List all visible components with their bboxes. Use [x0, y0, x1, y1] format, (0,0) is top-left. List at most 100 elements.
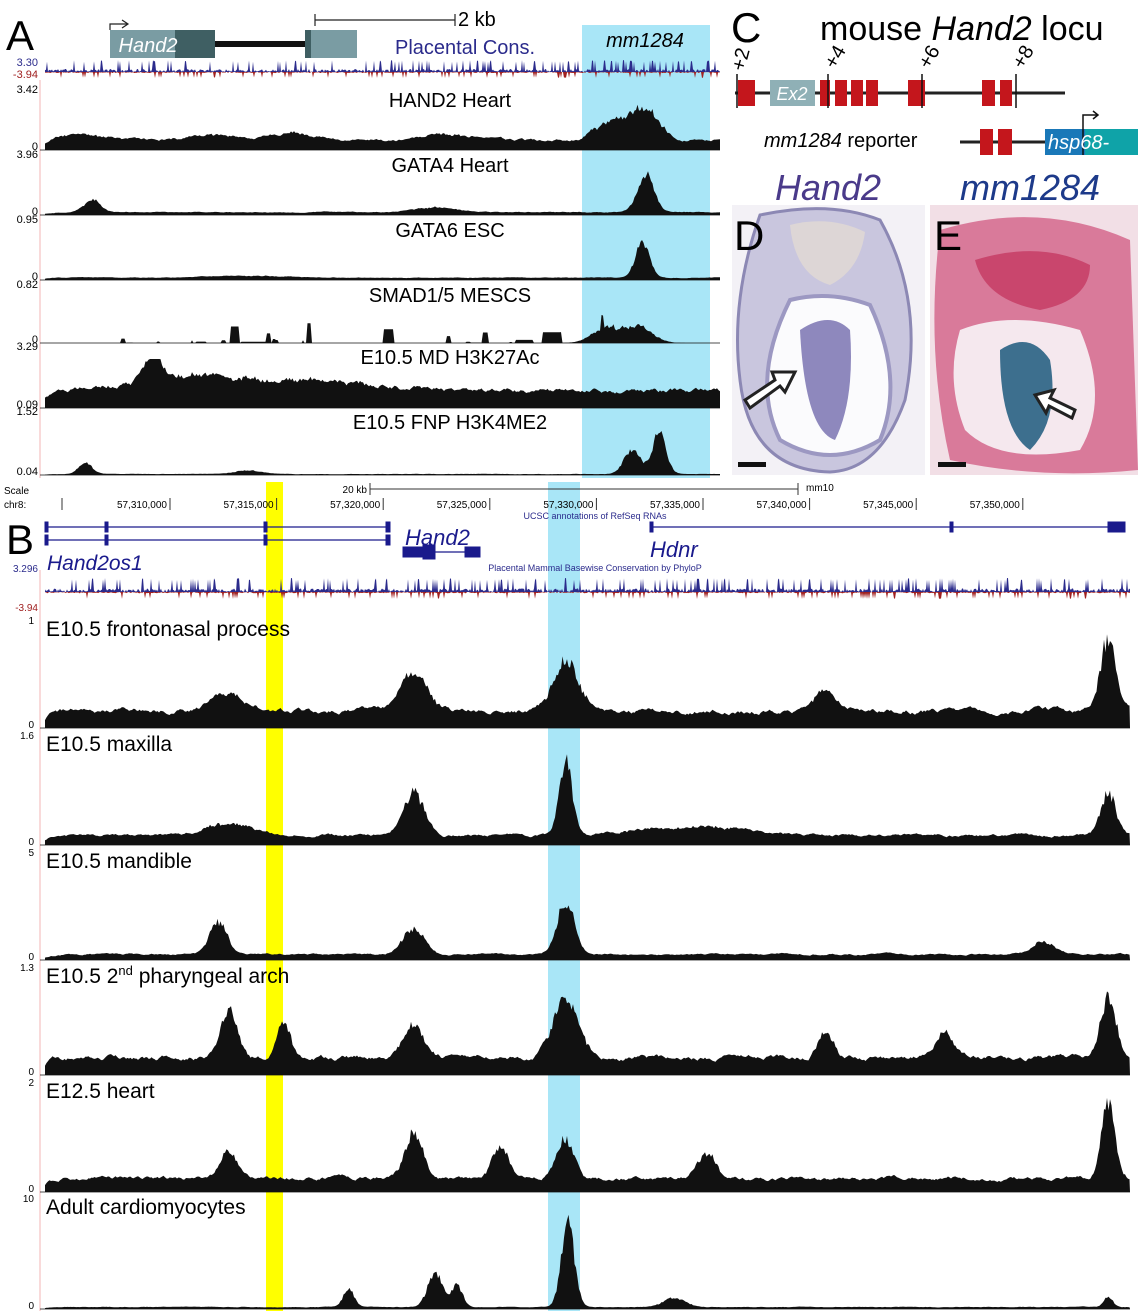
- image-e: E: [930, 205, 1138, 475]
- track-min: 0.04: [17, 466, 38, 478]
- track-name: GATA6 ESC: [395, 220, 504, 242]
- panel-letter: A: [6, 12, 34, 59]
- exon: [305, 30, 357, 58]
- track-max: 1: [28, 616, 34, 627]
- element: [980, 129, 993, 155]
- element: [998, 129, 1012, 155]
- track-name: E10.5 MD H3K27Ac: [361, 347, 540, 369]
- page: A Hand2 2 kb Placental Cons. mm1284 3.30…: [0, 0, 1138, 1311]
- exon: [386, 535, 390, 545]
- gene-label: Hdnr: [650, 537, 699, 562]
- track-max: 0.95: [17, 214, 38, 226]
- image-d: D: [732, 205, 925, 475]
- exon: [264, 535, 267, 545]
- image-title: Hand2: [775, 167, 881, 208]
- track-name: E10.5 maxilla: [46, 733, 172, 756]
- track-name: E12.5 heart: [46, 1080, 155, 1103]
- locus-title: mouse Hand2 locu: [820, 10, 1104, 48]
- panel-letter: D: [734, 212, 764, 259]
- track-name: E10.5 2nd pharyngeal arch: [46, 963, 289, 988]
- reporter-label: mm1284 reporter: [764, 130, 918, 152]
- coordinate-label: 57,340,000: [757, 500, 807, 511]
- intron: [215, 41, 305, 47]
- highlight-label: mm1284: [606, 30, 684, 52]
- element: [982, 80, 995, 106]
- scale-label: Scale: [4, 486, 29, 497]
- coordinate-label: 57,350,000: [970, 500, 1020, 511]
- annotation-label: UCSC annotations of RefSeq RNAs: [523, 511, 667, 521]
- exon: [45, 535, 48, 545]
- exon: [105, 535, 108, 545]
- track-max: 3.42: [17, 84, 38, 96]
- element: [835, 80, 847, 106]
- assembly-label: mm10: [806, 483, 834, 494]
- conservation-label: Placental Cons.: [395, 37, 535, 59]
- exon: [305, 30, 311, 58]
- conservation-label: Placental Mammal Basewise Conservation b…: [488, 563, 702, 573]
- track-name-sup: nd: [118, 963, 132, 978]
- track-name-text: E10.5 mandible: [46, 850, 192, 873]
- promoter-name: hsp: [1048, 132, 1080, 154]
- panel-letter: E: [934, 212, 962, 259]
- coordinate-label: 57,315,000: [224, 500, 274, 511]
- track-name: E10.5 FNP H3K4ME2: [353, 412, 547, 434]
- coordinate-label: 57,310,000: [117, 500, 167, 511]
- exon: [45, 522, 48, 532]
- conservation-min: -3.94: [13, 69, 38, 81]
- title-gene: Hand2: [932, 10, 1032, 48]
- conservation-min: -3.94: [15, 603, 38, 614]
- track-max: 2: [28, 1078, 34, 1089]
- conservation-max: 3.296: [13, 564, 38, 575]
- scale-bar: [938, 462, 966, 467]
- track-min: 0: [28, 952, 34, 963]
- track-min: 0: [28, 720, 34, 731]
- exon: [264, 522, 267, 532]
- scale-label: 20 kb: [343, 485, 368, 496]
- track-name-text: E10.5 frontonasal process: [46, 618, 290, 641]
- track-name-text: E12.5 heart: [46, 1080, 155, 1103]
- track-max: 5: [28, 848, 34, 859]
- track-max: 1.6: [20, 731, 34, 742]
- chrom-label: chr8:: [4, 500, 26, 511]
- track-name-text: E10.5 maxilla: [46, 733, 172, 756]
- exon-label: Ex2: [776, 84, 807, 104]
- promoter-label: hsp68-: [1048, 132, 1109, 154]
- track-name: HAND2 Heart: [389, 90, 512, 112]
- track-max: 1.3: [20, 963, 34, 974]
- track-max: 0.82: [17, 279, 38, 291]
- coordinate-label: 57,330,000: [543, 500, 593, 511]
- element: [851, 80, 863, 106]
- gene-label: Hand2: [405, 525, 470, 550]
- gene-label: Hand2: [119, 35, 178, 57]
- track-name-text: E10.5 2: [46, 965, 118, 988]
- exon: [105, 522, 108, 532]
- coordinate-label: 57,345,000: [863, 500, 913, 511]
- image-title: mm1284: [960, 167, 1100, 208]
- track-name: E10.5 mandible: [46, 850, 192, 873]
- exon: [1108, 522, 1125, 532]
- element: [738, 80, 755, 106]
- coordinate-label: 57,320,000: [330, 500, 380, 511]
- conservation-max: 3.30: [17, 57, 38, 69]
- track-max: 10: [23, 1194, 35, 1205]
- title-part: mouse: [820, 10, 922, 48]
- coordinate-label: 57,335,000: [650, 500, 700, 511]
- panel-letter: B: [6, 516, 34, 563]
- title-part: locu: [1041, 10, 1103, 48]
- track-name: GATA4 Heart: [391, 155, 509, 177]
- scale-bar: [738, 462, 766, 467]
- reporter-name: mm1284: [764, 130, 842, 152]
- element: [1000, 80, 1012, 106]
- exon: [175, 30, 215, 58]
- gene-label: Hand2os1: [47, 552, 143, 575]
- track-max: 3.96: [17, 149, 38, 161]
- reporter-word: reporter: [847, 130, 917, 152]
- track-name: Adult cardiomyocytes: [46, 1196, 246, 1219]
- element: [866, 80, 878, 106]
- track-max: 3.29: [17, 341, 38, 353]
- track-name: SMAD1/5 MESCS: [369, 285, 531, 307]
- promoter-suffix: 68-: [1080, 132, 1109, 154]
- track-name: E10.5 frontonasal process: [46, 618, 290, 641]
- coordinate-label: 57,325,000: [437, 500, 487, 511]
- track-min: 0: [28, 1067, 34, 1078]
